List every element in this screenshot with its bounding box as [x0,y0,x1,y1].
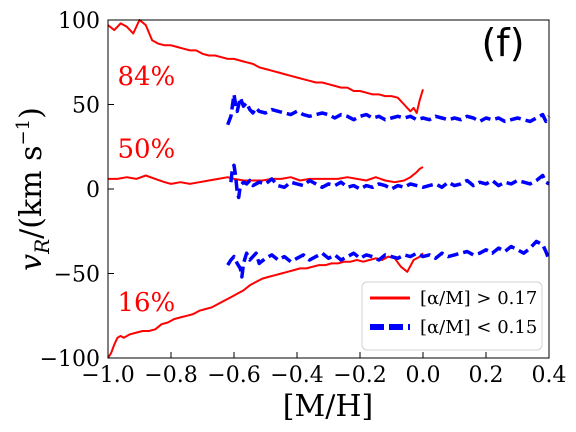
series-line-alpha-high-16pct [107,252,424,359]
x-tick-label: −0.4 [270,363,323,388]
percentile-label: 84% [117,62,175,92]
y-axis-label-superscript: −1 [13,119,34,146]
legend-label-alpha-low: [α/M] < 0.15 [420,317,537,338]
y-axis-label-symbol: v [14,254,49,271]
percentile-label: 16% [117,288,175,318]
legend: [α/M] > 0.17 [α/M] < 0.15 [361,281,543,351]
tick-layer: −1.0 −0.8 −0.6 −0.4 −0.2 0.0 0.2 0.4 −100 −50 0 50 1… [40,9,567,388]
series-line-alpha-high-84pct [107,19,424,114]
y-axis-label: vR/(km s−1) [13,107,54,271]
x-tick-label: 0.0 [406,363,441,388]
y-tick-label: −50 [54,263,100,288]
y-axis-label-subscript: R [30,239,54,255]
x-axis-label: [M/H] [283,389,373,424]
y-axis-label-units: /(km s [14,145,49,238]
x-tick-label: −0.2 [333,363,386,388]
percentile-label: 50% [117,134,175,164]
legend-label-alpha-high: [α/M] > 0.17 [420,288,537,309]
y-tick-label: −100 [40,347,100,372]
y-tick-label: 0 [86,178,100,203]
series-line-alpha-low-50pct [229,163,550,200]
y-axis-label-close: ) [14,107,49,119]
x-tick-label: −0.6 [207,363,260,388]
x-tick-label: 0.4 [532,363,567,388]
x-tick-label: −1.0 [81,363,134,388]
y-tick-label: 100 [58,9,100,34]
percentile-label-layer: 84% 50% 16% [117,62,175,318]
series-layer [107,19,551,359]
x-tick-label: 0.2 [469,363,504,388]
panel-label: (f) [481,21,524,65]
x-tick-label: −0.8 [144,363,197,388]
series-line-alpha-low-16pct [226,239,551,279]
y-tick-label: 50 [72,94,100,119]
